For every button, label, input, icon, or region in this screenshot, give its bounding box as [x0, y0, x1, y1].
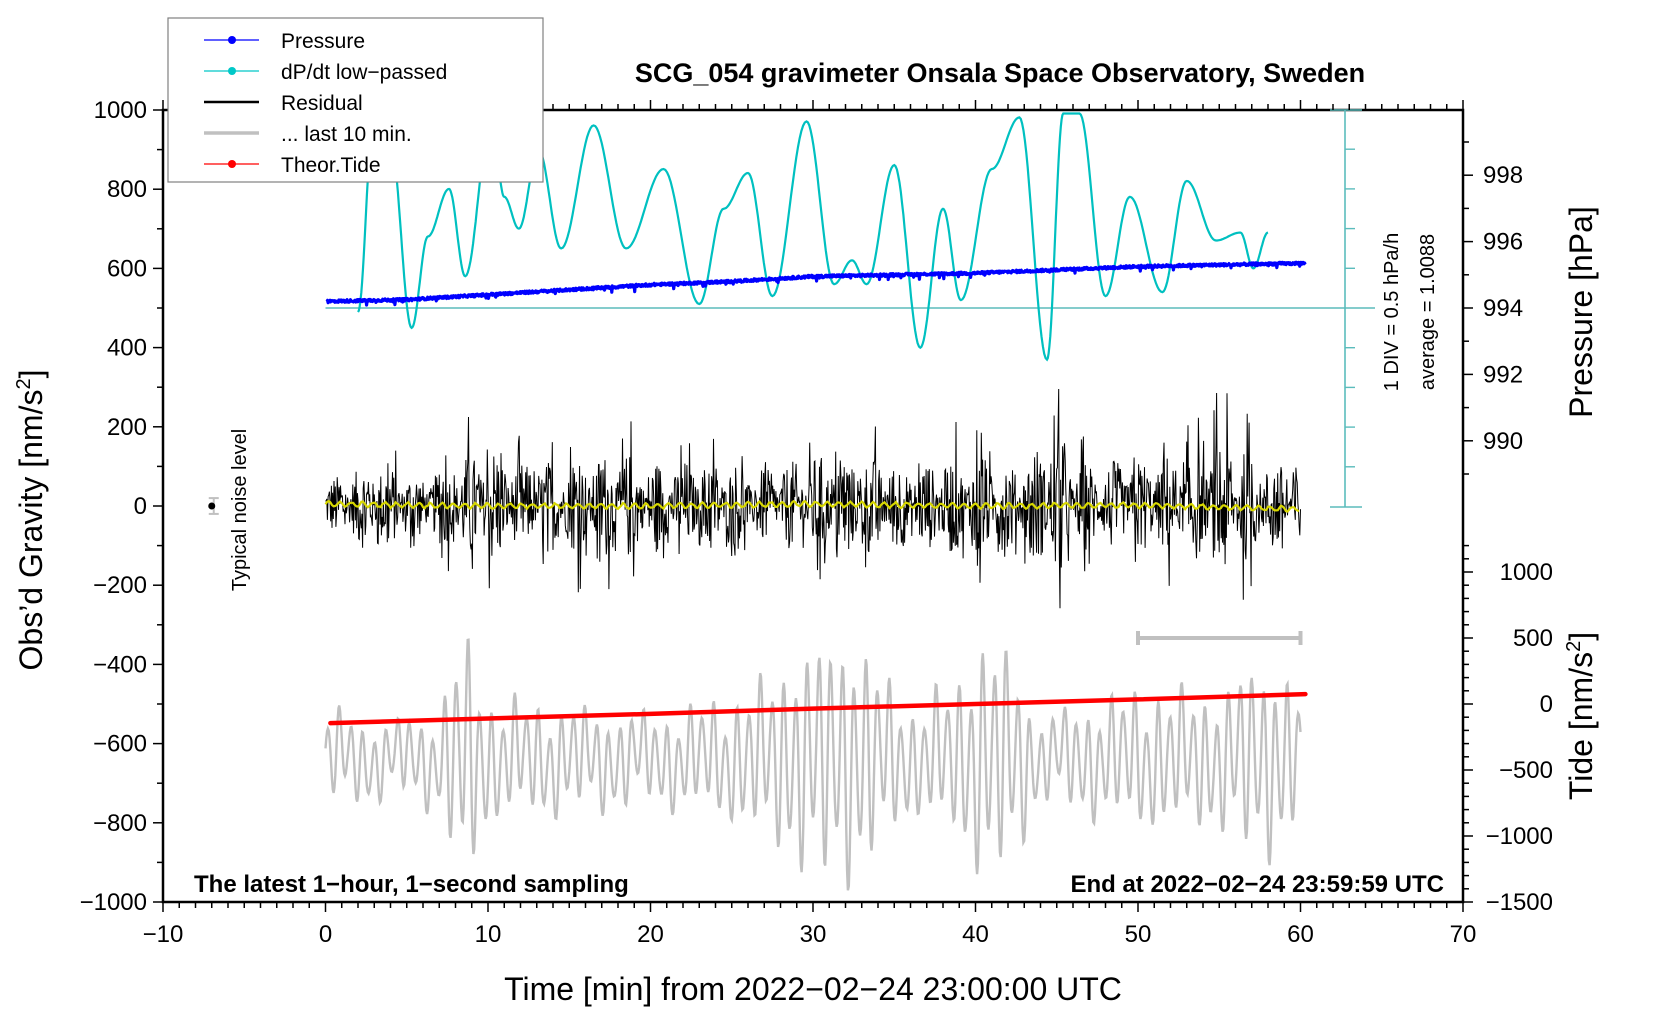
pressure-tick-label: 990	[1483, 428, 1523, 455]
y-left-tick-label: −400	[93, 651, 147, 678]
residual-line	[325, 388, 1301, 609]
dpdt-line	[357, 108, 1269, 362]
legend-label: dP/dt low−passed	[281, 61, 447, 84]
y-axis-pressure-label: Pressure [hPa]	[1563, 206, 1599, 418]
noise-level-dot	[208, 502, 216, 510]
legend-swatch-dot	[228, 67, 236, 75]
x-tick-label: 50	[1125, 921, 1152, 948]
residual-series	[325, 388, 1301, 609]
tide-tick-label: 1000	[1500, 559, 1553, 586]
y-left-tick-label: 400	[107, 335, 147, 362]
legend-swatch-dot	[228, 36, 236, 44]
y-left-label-sup: 2	[13, 378, 35, 389]
y-axis-pressure: 998 996 994 992 990	[1463, 141, 1523, 475]
pressure-tick-label: 994	[1483, 295, 1523, 322]
tide-label-sup: 2	[1563, 641, 1585, 652]
tide-line	[328, 691, 1308, 726]
y-axis-tide-label: Tide [nm/s2]	[1563, 632, 1599, 800]
x-tick-label: 10	[475, 921, 502, 948]
noise-level-label: Typical noise level	[229, 429, 251, 591]
y-axis-tide: 1000 500 0 −500 −1000 −1500	[1463, 544, 1553, 916]
y-left-tick-label: −800	[93, 810, 147, 837]
legend-label: Pressure	[281, 30, 365, 53]
pressure-tick-label: 998	[1483, 162, 1523, 189]
tide-series	[328, 691, 1308, 726]
end-time-note: End at 2022−02−24 23:59:59 UTC	[1070, 871, 1444, 898]
tide-tick-label: −1000	[1486, 823, 1553, 850]
tide-tick-label: −1500	[1486, 889, 1553, 916]
chart-title: SCG_054 gravimeter Onsala Space Observat…	[635, 58, 1365, 88]
last10-line	[324, 638, 1302, 891]
residual-smoothed-line	[324, 499, 1300, 513]
y-axis-left: 1000 800 600 400 200 0 −200 −400 −600 −800 −1000	[80, 97, 163, 916]
y-left-tick-label: 0	[134, 493, 147, 520]
tide-tick-label: 500	[1513, 625, 1553, 652]
pressure-series	[325, 260, 1307, 307]
dpdt-series	[357, 108, 1269, 362]
pressure-line	[325, 260, 1307, 307]
dpdt-scale	[325, 109, 1375, 508]
dpdt-average-label: average = 1.0088	[1417, 234, 1439, 390]
legend-label: Residual	[281, 92, 363, 115]
legend-swatch-dot	[228, 160, 236, 168]
legend-box	[167, 17, 544, 183]
y-left-tick-label: −600	[93, 731, 147, 758]
x-tick-label: 0	[319, 921, 332, 948]
sampling-note: The latest 1−hour, 1−second sampling	[194, 871, 629, 898]
x-tick-label: 20	[637, 921, 664, 948]
y-left-tick-label: 200	[107, 414, 147, 441]
pressure-tick-label: 992	[1483, 361, 1523, 388]
y-left-tick-label: −1000	[80, 889, 147, 916]
pressure-tick-label: 996	[1483, 229, 1523, 256]
x-tick-label: −10	[143, 921, 184, 948]
x-tick-label: 30	[800, 921, 827, 948]
annotations-layer	[208, 497, 1303, 645]
y-left-tick-label: 800	[107, 176, 147, 203]
y-left-tick-label: 600	[107, 255, 147, 282]
legend: Pressure dP/dt low−passed Residual ... last…	[167, 17, 544, 183]
legend-label: Theor.Tide	[281, 154, 381, 177]
tide-tick-label: −500	[1499, 757, 1553, 784]
y-left-tick-label: −200	[93, 572, 147, 599]
x-axis: −10 0 10 20 30 40 50 60 70	[143, 100, 1477, 948]
y-left-label-end: ]	[13, 370, 49, 379]
x-tick-label: 70	[1450, 921, 1477, 948]
x-tick-label: 40	[962, 921, 989, 948]
y-axis-left-label: Obs’d Gravity [nm/s2]	[13, 370, 49, 671]
tide-label-main: Tide [nm/s	[1563, 652, 1599, 800]
tide-label-end: ]	[1563, 632, 1599, 641]
dpdt-scale-label: 1 DIV = 0.5 hPa/h	[1381, 233, 1403, 391]
y-left-tick-label: 1000	[94, 97, 147, 124]
x-tick-label: 60	[1287, 921, 1314, 948]
x-axis-label: Time [min] from 2022−02−24 23:00:00 UTC	[504, 971, 1122, 1007]
y-left-label-main: Obs’d Gravity [nm/s	[13, 390, 49, 671]
residual-smoothed-series	[324, 499, 1300, 513]
last10-series	[324, 638, 1302, 891]
legend-label: ... last 10 min.	[281, 123, 412, 146]
tide-tick-label: 0	[1540, 691, 1553, 718]
